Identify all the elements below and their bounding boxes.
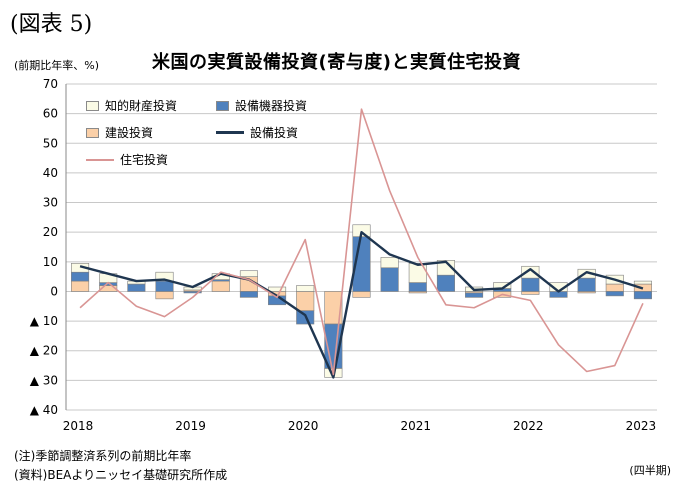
y-tick-label: ▲ 30: [30, 373, 58, 387]
legend-swatch: [216, 131, 244, 134]
bar-segment: [605, 283, 624, 292]
y-tick-label: 40: [43, 166, 58, 180]
legend-swatch: [86, 158, 114, 161]
bar-segment: [71, 271, 90, 282]
bar-segment: [436, 260, 455, 276]
legend-swatch: [86, 100, 99, 111]
chart-title: 米国の実質設備投資(寄与度)と実質住宅投資: [152, 52, 521, 73]
bar-segment: [633, 291, 652, 300]
legend-equipment: 設備機器投資: [216, 97, 307, 114]
bar-segment: [155, 291, 174, 300]
bar-segment: [296, 291, 315, 312]
total-investment-line: [79, 230, 644, 379]
unit-label: (前期比年率、%): [14, 59, 100, 72]
y-tick-label: ▲ 10: [30, 314, 58, 328]
bar-segment: [521, 265, 540, 279]
bar-segment: [380, 267, 399, 292]
period-label: (四半期): [629, 464, 671, 477]
x-tick-label: 2021: [400, 419, 431, 433]
legend-residential: 住宅投資: [86, 151, 168, 168]
legend-label: 建設投資: [105, 126, 154, 140]
note-text: (注)季節調整済系列の前期比年率: [14, 449, 192, 463]
bar-segment: [577, 277, 596, 292]
bar-segment: [352, 291, 371, 298]
bar-segment: [127, 283, 146, 292]
bar-segment: [408, 282, 427, 292]
y-tick-label: ▲ 20: [30, 344, 58, 358]
legend-total: 設備投資: [216, 124, 298, 141]
bar-segment: [465, 292, 484, 298]
legend-label: 設備投資: [250, 126, 299, 140]
bar-segment: [380, 257, 399, 269]
legend-ip: 知的財産投資: [86, 97, 177, 114]
x-tick-label: 2022: [513, 419, 544, 433]
legend-label: 設備機器投資: [235, 99, 308, 113]
bar-segment: [436, 274, 455, 292]
bar-segment: [239, 270, 258, 277]
y-tick-label: 60: [43, 107, 58, 121]
legend-label: 知的財産投資: [105, 99, 178, 113]
bar-segment: [71, 280, 90, 292]
y-tick-label: ▲ 40: [30, 403, 58, 417]
bar-segment: [239, 291, 258, 298]
y-tick-label: 30: [43, 196, 58, 210]
bar-segment: [605, 291, 624, 297]
x-tick-label: 2019: [175, 419, 206, 433]
x-tick-label: 2020: [288, 419, 319, 433]
figure-label: (図表 5): [10, 12, 93, 37]
y-tick-label: 50: [43, 136, 58, 150]
bar-segment: [268, 286, 287, 292]
bar-segment: [633, 280, 652, 285]
legend-swatch: [216, 100, 229, 111]
x-tick-label: 2018: [63, 419, 94, 433]
y-tick-label: 0: [50, 284, 58, 298]
legend-swatch: [86, 127, 99, 138]
bar-segment: [211, 280, 230, 292]
source-text: (資料)BEAよりニッセイ基礎研究所作成: [14, 468, 228, 482]
x-tick-label: 2023: [626, 419, 657, 433]
bar-segment: [155, 280, 174, 292]
bar-segment: [296, 285, 315, 292]
bar-segment: [183, 291, 202, 294]
y-tick-label: 20: [43, 225, 58, 239]
bar-segment: [521, 291, 540, 295]
legend-label: 住宅投資: [120, 153, 169, 167]
bar-segment: [521, 277, 540, 292]
legend-structures: 建設投資: [86, 124, 153, 141]
residential-investment-line: [79, 108, 644, 376]
y-tick-label: 70: [43, 77, 58, 91]
y-tick-label: 10: [43, 255, 58, 269]
bar-segment: [155, 271, 174, 282]
